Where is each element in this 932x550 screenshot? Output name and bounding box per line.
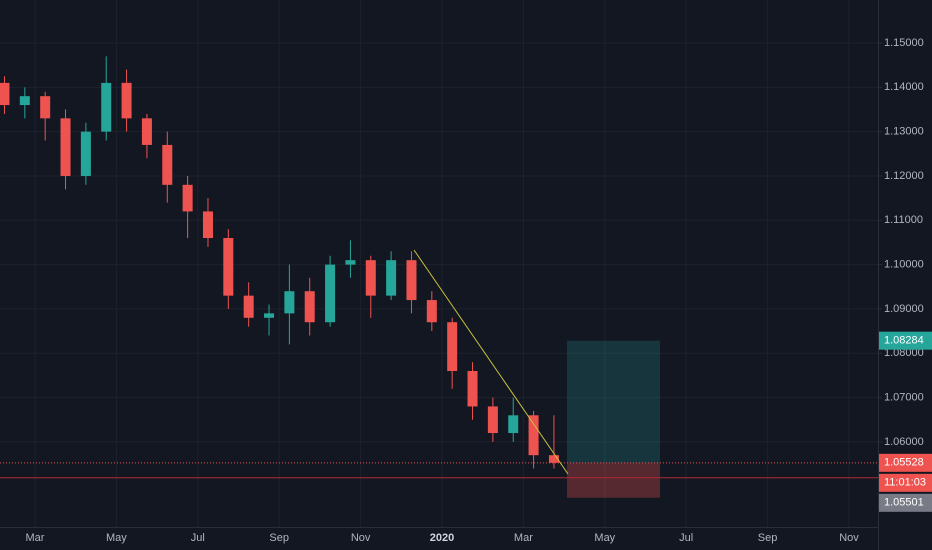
candle-body (528, 415, 539, 456)
candle-body (447, 322, 458, 371)
countdown-badge: 11:01:03 (884, 477, 926, 489)
x-tick-label: Jul (679, 532, 693, 544)
x-tick-label: Sep (758, 532, 778, 544)
target-badge: 1.08284 (884, 335, 924, 347)
candle-body (162, 144, 173, 185)
y-tick-label: 1.13000 (884, 126, 924, 138)
y-tick-label: 1.11000 (884, 214, 923, 226)
y-tick-label: 1.10000 (884, 259, 924, 271)
candle-body (304, 291, 315, 323)
last-price-badge: 1.05528 (884, 457, 924, 469)
candle-body (182, 184, 193, 212)
y-tick-label: 1.15000 (884, 37, 924, 49)
candle-body (548, 455, 559, 463)
drawing-tools (567, 340, 660, 498)
countdown-badge-bg (879, 473, 932, 492)
price-marker-badge: 1.05501 (884, 497, 924, 509)
candle-body (202, 211, 213, 239)
y-tick-label: 1.08000 (884, 347, 924, 359)
candle-body (223, 238, 234, 296)
candle-body (284, 291, 295, 314)
candle-body (80, 131, 91, 176)
candle-body (60, 118, 71, 176)
overlay (0, 462, 878, 479)
candle-body (426, 300, 437, 323)
candle-body (467, 370, 478, 407)
grid (0, 0, 878, 527)
candle-body (487, 406, 498, 434)
x-tick-label: May (594, 532, 615, 544)
price-marker-badge-bg (879, 493, 932, 512)
axes: 1.06000 1.07000 1.08000 1.09000 1.10000 1.110… (26, 37, 932, 544)
candle-body (0, 82, 10, 106)
candle-body (325, 264, 336, 323)
y-tick-label: 1.12000 (884, 170, 924, 182)
target-badge-bg (879, 331, 932, 350)
candle-body (365, 260, 376, 296)
candle-body (508, 415, 519, 434)
y-tick-label: 1.06000 (884, 436, 924, 448)
x-tick-label: Mar (514, 532, 533, 544)
candle-body (386, 260, 397, 296)
candle-body (40, 96, 51, 119)
target-zone (567, 340, 660, 463)
candle-body (406, 260, 417, 301)
last-price-badge-bg (879, 453, 932, 472)
x-tick-label: Sep (269, 532, 289, 544)
y-tick-label: 1.09000 (884, 303, 924, 315)
candle-body (101, 82, 112, 132)
y-tick-label: 1.07000 (884, 391, 924, 403)
x-tick-label: Nov (839, 532, 859, 544)
x-tick-label: Nov (351, 532, 371, 544)
stop-zone (567, 462, 660, 498)
y-tick-label: 1.14000 (884, 81, 924, 93)
x-tick-label: 2020 (430, 532, 454, 544)
x-tick-label: May (106, 532, 127, 544)
candle-body (264, 313, 275, 318)
x-tick-label: Mar (26, 532, 45, 544)
candles (0, 56, 559, 469)
candle-body (243, 295, 254, 318)
candle-body (345, 260, 356, 265)
candle-body (121, 82, 132, 119)
candle-body (19, 96, 30, 106)
x-tick-label: Jul (191, 532, 205, 544)
candle-body (141, 118, 152, 145)
trend-line (413, 249, 569, 475)
